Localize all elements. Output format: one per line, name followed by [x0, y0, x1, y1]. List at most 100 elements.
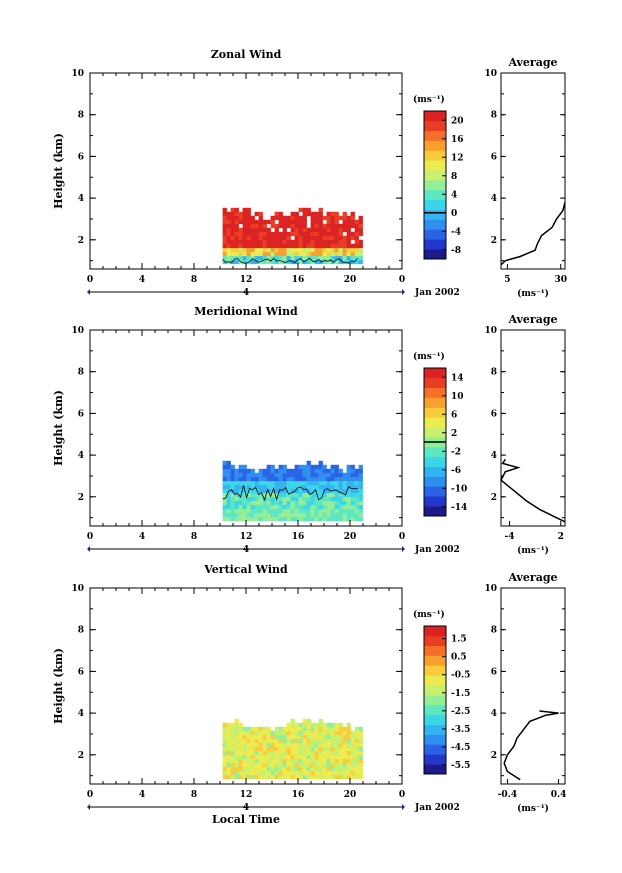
heatmap-cell	[274, 738, 279, 744]
colorbar-segment	[424, 446, 446, 458]
heatmap-cell	[302, 512, 307, 518]
heatmap-cell	[238, 247, 243, 253]
heatmap-cell	[258, 726, 263, 732]
heatmap-cell	[238, 239, 243, 245]
heatmap-cell	[342, 472, 347, 478]
heatmap-cell	[358, 762, 363, 768]
heatmap-cell	[222, 496, 227, 502]
heatmap-cell	[358, 496, 363, 502]
heatmap-cell	[358, 480, 363, 486]
heatmap-cell	[338, 243, 343, 249]
heatmap-cell	[302, 722, 307, 728]
heatmap-cell	[334, 472, 339, 478]
heatmap-cell	[310, 492, 315, 498]
heatmap-cell	[310, 746, 315, 752]
heatmap-cell	[258, 251, 263, 257]
heatmap-cell	[270, 464, 275, 470]
heatmap-cell	[354, 259, 359, 265]
heatmap-cell	[342, 742, 347, 748]
heatmap-cell	[342, 730, 347, 736]
heatmap-cell	[342, 496, 347, 502]
heatmap-cell	[270, 504, 275, 510]
heatmap-cell	[262, 754, 267, 760]
heatmap-cell	[274, 247, 279, 253]
heatmap-cell	[246, 255, 251, 261]
colorbar-segment	[424, 675, 446, 686]
heatmap-cell	[242, 223, 247, 229]
heatmap-cell	[286, 746, 291, 752]
heatmap-cell	[274, 512, 279, 518]
profile-frame	[500, 72, 566, 270]
heatmap-cell	[302, 500, 307, 506]
heatmap-cell	[234, 496, 239, 502]
heatmap-cell	[262, 235, 267, 241]
heatmap-cell	[322, 243, 327, 249]
heatmap-cell	[266, 758, 271, 764]
heatmap-cell	[274, 516, 279, 522]
heatmap-cell	[238, 219, 243, 225]
heatmap-cell	[270, 774, 275, 780]
heatmap-cell	[262, 734, 267, 740]
heatmap-cell	[354, 742, 359, 748]
x-tick-label: 12	[240, 532, 253, 542]
heatmap-cell	[286, 730, 291, 736]
heatmap-cell	[282, 774, 287, 780]
heatmap-cell	[278, 480, 283, 486]
x-tick-label: 0	[87, 275, 93, 285]
heatmap-cell	[358, 259, 363, 265]
heatmap-cell	[342, 726, 347, 732]
heatmap-cell	[338, 742, 343, 748]
heatmap-cell	[290, 746, 295, 752]
heatmap-cell	[222, 770, 227, 776]
heatmap-cell	[314, 496, 319, 502]
colorbar-tick-label: -2.5	[451, 707, 470, 717]
heatmap-cell	[282, 754, 287, 760]
colorbar-tick-label: -0.5	[451, 671, 470, 681]
heatmap-cell	[298, 508, 303, 514]
heatmap-cell	[354, 770, 359, 776]
colorbar-tick-label: -14	[451, 503, 467, 513]
heatmap-cell	[234, 512, 239, 518]
heatmap-cell	[314, 211, 319, 217]
heatmap-cell	[238, 516, 243, 522]
colorbar-segment	[424, 180, 446, 191]
heatmap-cell	[270, 223, 275, 229]
heatmap-cell	[334, 480, 339, 486]
heatmap-cell	[310, 227, 315, 233]
day-marker: 4	[243, 288, 249, 298]
heatmap-cell	[282, 516, 287, 522]
heatmap-cell	[350, 508, 355, 514]
heatmap-cell	[242, 492, 247, 498]
heatmap-cell	[246, 231, 251, 237]
x-tick-label: 0	[87, 532, 93, 542]
heatmap-cell	[266, 746, 271, 752]
heatmap-cell	[254, 746, 259, 752]
heatmap-cell	[294, 211, 299, 217]
heatmap-cell	[242, 484, 247, 490]
heatmap-cell	[234, 239, 239, 245]
heatmap-cell	[230, 464, 235, 470]
heatmap-cell	[334, 488, 339, 494]
x-tick-label: 20	[344, 275, 357, 285]
heatmap-cell	[242, 726, 247, 732]
heatmap-cell	[314, 722, 319, 728]
panel-title: Vertical Wind	[203, 563, 288, 576]
heatmap-cell	[266, 480, 271, 486]
heatmap-cell	[258, 496, 263, 502]
heatmap-cell	[338, 762, 343, 768]
colorbar-segment	[424, 417, 446, 428]
heatmap-cell	[330, 472, 335, 478]
heatmap-cell	[306, 464, 311, 470]
heatmap-cell	[350, 492, 355, 498]
heatmap-cell	[318, 516, 323, 522]
heatmap-cell	[226, 754, 231, 760]
heatmap-cell	[310, 484, 315, 490]
heatmap-cell	[354, 758, 359, 764]
heatmap-cell	[258, 235, 263, 241]
heatmap-cell	[322, 464, 327, 470]
heatmap-cell	[234, 504, 239, 510]
colorbar-segment	[424, 377, 446, 389]
heatmap-cell	[258, 758, 263, 764]
heatmap-cell	[354, 738, 359, 744]
heatmap-cell	[230, 492, 235, 498]
